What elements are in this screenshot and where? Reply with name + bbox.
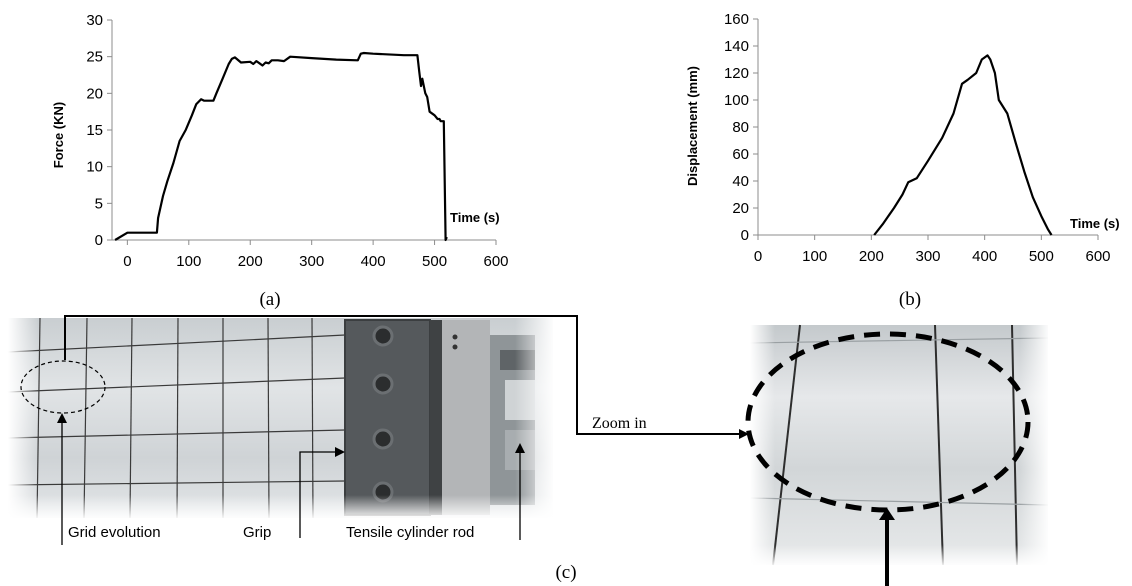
caption-a: (a) (259, 289, 280, 310)
force-y-tick-label: 0 (95, 232, 103, 249)
y-axis-label-b: Displacement (mm) (685, 66, 700, 186)
disp-series-line (873, 54, 1053, 236)
zoom-connector-line (64, 315, 749, 439)
disp-x-tick-label: 200 (859, 248, 884, 265)
force-x-tick-label: 0 (123, 253, 131, 270)
force-x-tick-label: 100 (176, 253, 201, 270)
force-x-tick-label: 600 (483, 253, 508, 270)
force-y-tick-label: 25 (86, 49, 103, 66)
disp-x-tick-label: 100 (802, 248, 827, 265)
displacement-time-chart: 0 20 40 60 80 100 120 140 160 0 100 200 300 400 500 600 (724, 11, 1111, 265)
grid-evolution-marker (20, 360, 106, 414)
grip-pointer (299, 447, 345, 538)
disp-x-tick-label: 300 (915, 248, 940, 265)
disp-y-tick-label: 100 (724, 92, 749, 109)
caption-c: (c) (555, 562, 576, 583)
disp-x-tick-label: 0 (754, 248, 762, 265)
caption-b: (b) (899, 289, 921, 310)
disp-y-tick-label: 40 (732, 173, 749, 190)
force-y-tick-label: 15 (86, 122, 103, 139)
force-y-tick-label: 10 (86, 159, 103, 176)
force-series-line (114, 51, 448, 242)
x-axis-label-b: Time (s) (1070, 216, 1120, 231)
disp-y-tick-label: 60 (732, 146, 749, 163)
tensile-rod-label: Tensile cylinder rod (346, 524, 474, 541)
zoom-in-label: Zoom in (592, 415, 647, 432)
specimen-photo (7, 317, 555, 520)
disp-y-tick-label: 120 (724, 65, 749, 82)
force-y-tick-label: 5 (95, 195, 103, 212)
disp-y-tick-label: 80 (732, 119, 749, 136)
disp-y-tick-label: 20 (732, 200, 749, 217)
force-x-tick-label: 300 (299, 253, 324, 270)
x-axis-label-a: Time (s) (450, 210, 500, 225)
grip-block (345, 320, 430, 515)
grip-label: Grip (243, 524, 271, 541)
disp-x-tick-label: 600 (1085, 248, 1110, 265)
zoomed-photo (749, 324, 1050, 567)
disp-y-tick-label: 0 (741, 227, 749, 244)
grid-evolution-label: Grid evolution (68, 524, 161, 541)
disp-x-tick-label: 500 (1029, 248, 1054, 265)
force-y-tick-label: 30 (86, 12, 103, 29)
force-x-tick-label: 400 (361, 253, 386, 270)
disp-y-tick-label: 160 (724, 11, 749, 28)
force-y-tick-label: 20 (86, 85, 103, 102)
y-axis-label-a: Force (KN) (51, 102, 66, 168)
disp-y-tick-label: 140 (724, 38, 749, 55)
force-x-tick-label: 500 (422, 253, 447, 270)
zoomed-ellipse-marker (745, 331, 1031, 513)
disp-x-tick-label: 400 (972, 248, 997, 265)
force-x-tick-label: 200 (238, 253, 263, 270)
